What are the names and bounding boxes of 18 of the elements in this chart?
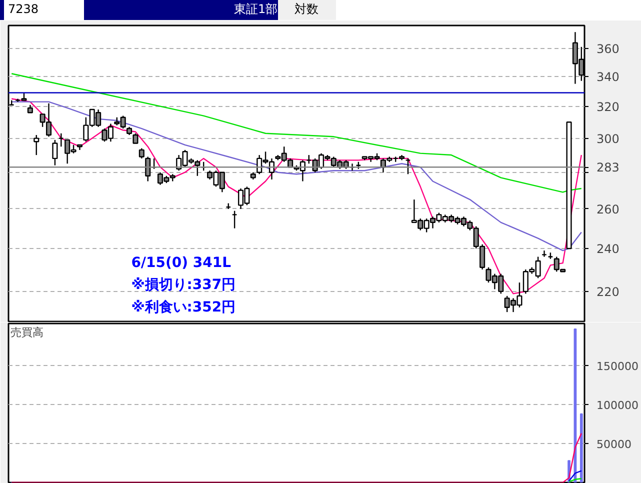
annotation: ※利食い:352円 xyxy=(131,299,236,316)
chart-subtitle: 東証1部 xyxy=(84,0,278,20)
text: 対数 xyxy=(278,0,336,20)
annotation: ※損切り:337円 xyxy=(131,277,236,294)
y-tick-label: 260 xyxy=(596,202,620,216)
y-tick-label: 150000 xyxy=(596,360,638,374)
chart-title: 7238 xyxy=(4,0,84,20)
y-tick-label: 320 xyxy=(596,100,620,114)
y-tick-label: 240 xyxy=(596,242,620,256)
y-tick-label: 220 xyxy=(596,284,620,299)
chart-title: 売買高 xyxy=(10,326,44,339)
y-tick-label: 340 xyxy=(596,70,620,84)
y-tick-label: 300 xyxy=(596,132,620,146)
y-tick-label: 360 xyxy=(596,42,620,56)
y-tick-label: 50000 xyxy=(596,438,632,452)
ref-line-label: 283 xyxy=(596,160,620,175)
y-tick-label: 100000 xyxy=(596,399,638,412)
annotation: 6/15(0) 341L xyxy=(131,254,232,271)
